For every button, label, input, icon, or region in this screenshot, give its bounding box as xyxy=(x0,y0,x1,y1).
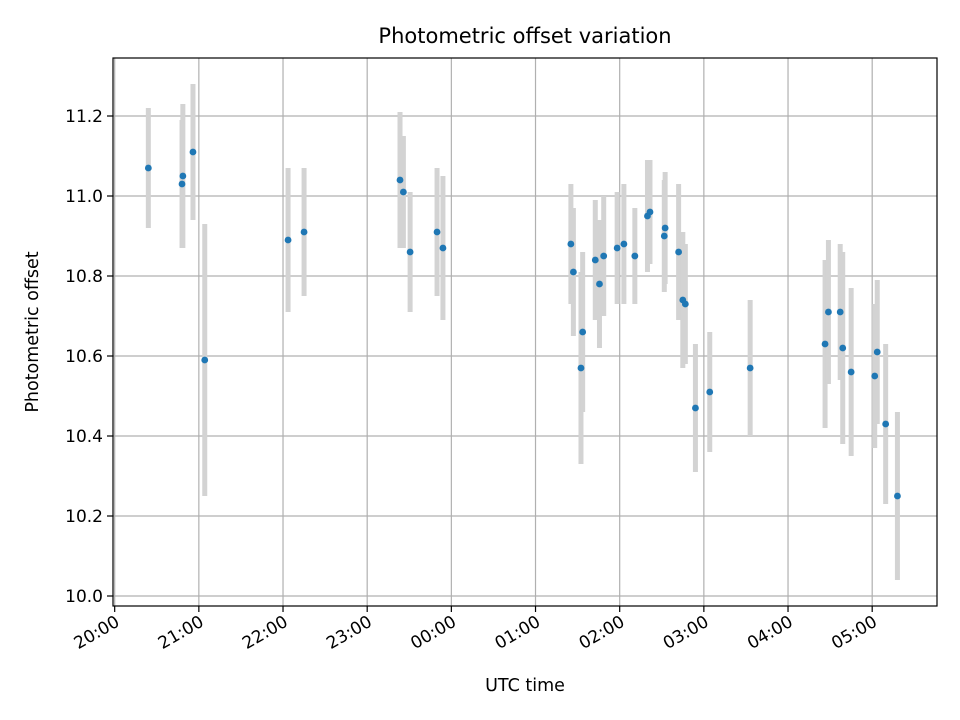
data-point xyxy=(847,368,855,376)
y-tick-label: 10.6 xyxy=(65,347,103,367)
data-point xyxy=(579,328,587,336)
data-point xyxy=(569,268,577,276)
data-point xyxy=(406,248,414,256)
data-point xyxy=(839,344,847,352)
y-tick-label: 10.0 xyxy=(65,587,103,607)
data-point xyxy=(600,252,608,260)
data-point xyxy=(646,208,654,216)
data-point xyxy=(661,224,669,232)
x-axis-title: UTC time xyxy=(485,676,565,696)
plot-area xyxy=(112,57,938,607)
data-point xyxy=(882,420,890,428)
data-point xyxy=(821,340,829,348)
data-point xyxy=(399,188,407,196)
data-point xyxy=(692,404,699,412)
data-point xyxy=(439,244,447,252)
data-point xyxy=(396,176,404,184)
data-point xyxy=(433,228,441,236)
data-point xyxy=(620,240,628,248)
data-point xyxy=(591,256,599,264)
data-point xyxy=(300,228,308,236)
y-tick-label: 10.8 xyxy=(65,267,103,287)
data-point xyxy=(871,372,879,380)
y-axis-title: Photometric offset xyxy=(23,251,43,412)
horizontal-gridlines xyxy=(113,115,937,597)
data-point xyxy=(596,280,603,288)
chart-title: Photometric offset variation xyxy=(378,24,671,48)
data-point xyxy=(825,308,832,316)
y-tick-label: 11.0 xyxy=(65,187,103,207)
data-point xyxy=(201,356,209,364)
data-point xyxy=(873,348,881,356)
data-point xyxy=(613,244,621,252)
data-point xyxy=(660,232,668,240)
data-point xyxy=(284,236,292,244)
data-point xyxy=(631,252,639,260)
plot-background xyxy=(113,58,937,606)
data-point xyxy=(577,364,585,372)
data-point xyxy=(567,240,575,248)
data-point xyxy=(681,300,689,308)
data-point xyxy=(894,492,901,500)
data-point xyxy=(144,164,152,172)
data-point xyxy=(189,148,197,156)
data-points xyxy=(144,148,901,500)
y-axis-ticks: 10.0 10.2 10.4 10.6 10.8 11.0 11.2 xyxy=(65,107,113,607)
data-point xyxy=(706,388,714,396)
y-tick-label: 10.2 xyxy=(65,507,103,527)
data-point xyxy=(836,308,844,316)
data-point xyxy=(746,364,754,372)
vertical-gridlines xyxy=(114,58,873,606)
data-point xyxy=(178,180,186,188)
y-tick-label: 10.4 xyxy=(65,427,103,447)
data-point xyxy=(179,172,187,180)
plot-frame xyxy=(112,57,938,607)
y-tick-label: 11.2 xyxy=(65,107,103,127)
data-point xyxy=(675,248,683,256)
